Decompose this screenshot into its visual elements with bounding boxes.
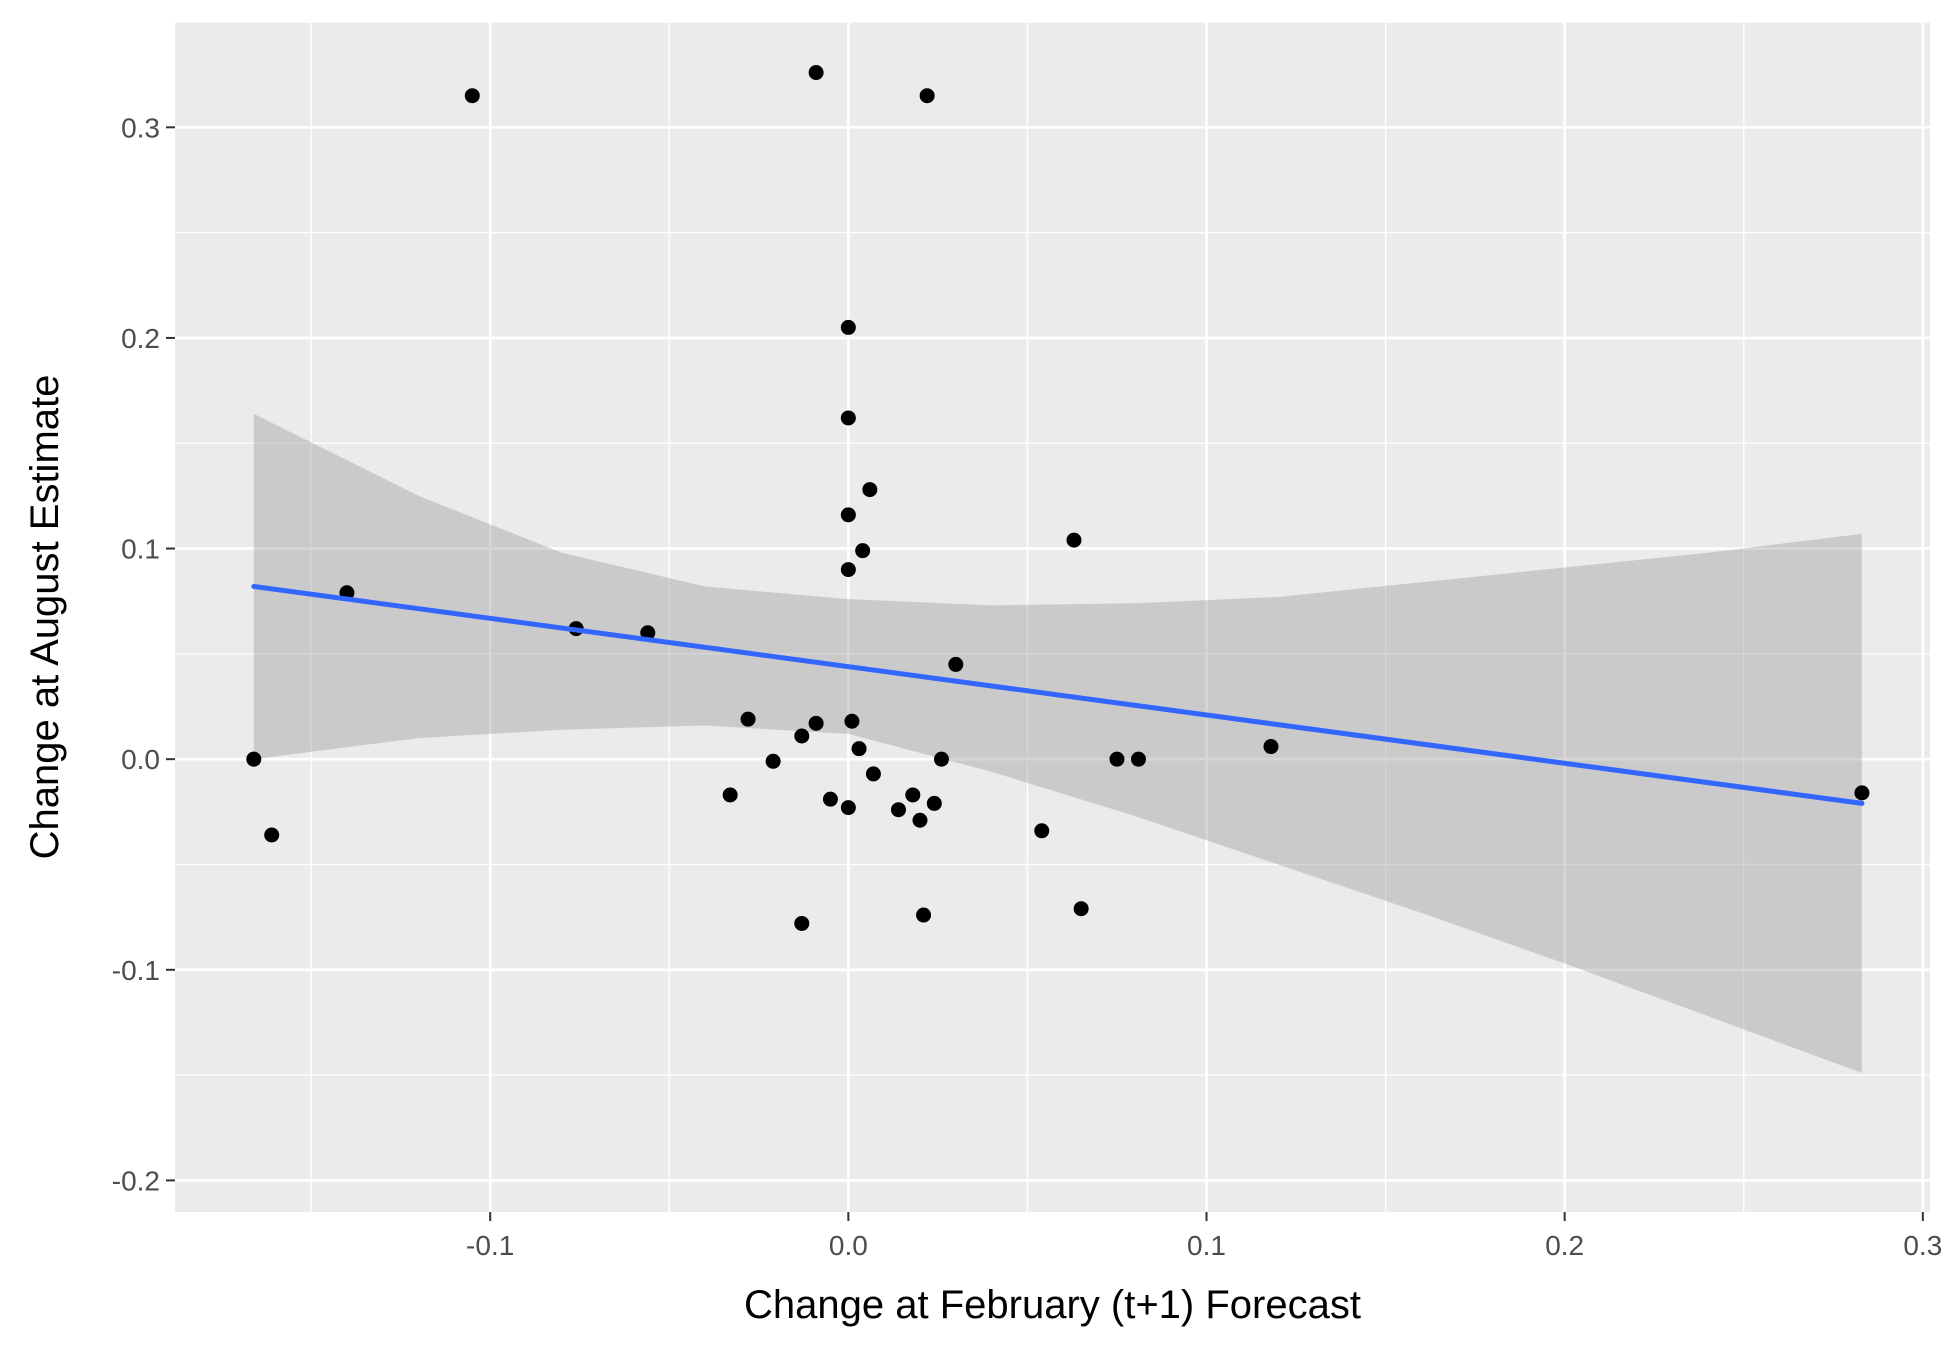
x-axis-label: Change at February (t+1) Forecast: [744, 1283, 1361, 1327]
data-point: [264, 827, 280, 843]
y-tick-label: 0.0: [121, 744, 160, 775]
x-tick-label: 0.3: [1903, 1230, 1942, 1261]
data-point: [862, 482, 878, 498]
data-point: [840, 319, 856, 335]
fit-line: [251, 583, 1865, 806]
data-point: [640, 625, 656, 641]
data-point: [464, 88, 480, 104]
data-point: [794, 915, 810, 931]
data-point: [840, 507, 856, 523]
data-point: [840, 410, 856, 426]
data-point: [1130, 751, 1146, 767]
data-point: [840, 562, 856, 578]
data-point: [948, 656, 964, 672]
data-point: [808, 65, 824, 81]
data-point: [865, 766, 881, 782]
x-axis-ticks: -0.1 0.0 0.1 0.2 0.3: [466, 1212, 1942, 1261]
data-point: [851, 741, 867, 757]
data-point: [794, 728, 810, 744]
data-point: [1034, 823, 1050, 839]
data-point: [1066, 532, 1082, 548]
data-point: [890, 802, 906, 818]
data-point: [765, 753, 781, 769]
data-point: [840, 800, 856, 816]
x-tick-label: 0.2: [1545, 1230, 1584, 1261]
x-tick-label: 0.0: [829, 1230, 868, 1261]
data-point: [916, 907, 932, 923]
minor-gridlines: [175, 21, 1930, 1212]
y-tick-label: 0.2: [121, 323, 160, 354]
data-point: [905, 787, 921, 803]
data-point: [855, 543, 871, 559]
y-axis-ticks: -0.2 -0.1 0.0 0.1 0.2 0.3: [112, 112, 175, 1196]
x-tick-label: -0.1: [466, 1230, 514, 1261]
data-point: [919, 88, 935, 104]
data-point: [1854, 785, 1870, 801]
y-tick-label: -0.2: [112, 1165, 160, 1196]
data-point: [933, 751, 949, 767]
data-point: [1263, 739, 1279, 755]
confidence-band: [253, 413, 1862, 1073]
y-axis-label: Change at August Estimate: [23, 375, 67, 860]
y-tick-label: 0.3: [121, 112, 160, 143]
data-point: [912, 812, 928, 828]
y-tick-label: 0.1: [121, 534, 160, 565]
data-point: [722, 787, 738, 803]
data-point: [1073, 901, 1089, 917]
y-tick-label: -0.1: [112, 955, 160, 986]
data-point: [926, 795, 942, 811]
x-tick-label: 0.1: [1187, 1230, 1226, 1261]
data-point: [844, 713, 860, 729]
data-point: [1109, 751, 1125, 767]
data-points: [246, 65, 1870, 931]
data-point: [808, 715, 824, 731]
data-point: [740, 711, 756, 727]
data-point: [246, 751, 262, 767]
data-point: [822, 791, 838, 807]
